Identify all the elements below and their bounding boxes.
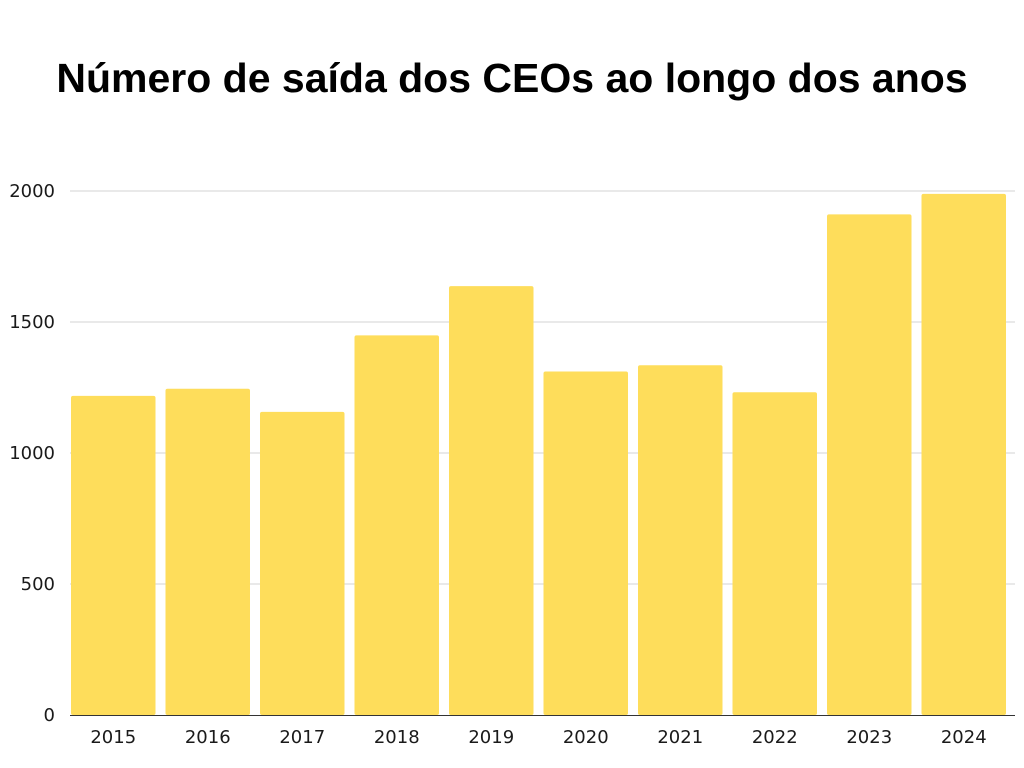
- bar-2015: [71, 395, 156, 715]
- bars: [71, 193, 1006, 715]
- bar-2018: [354, 335, 439, 715]
- x-tick-label: 2022: [752, 727, 798, 748]
- x-tick-label: 2020: [563, 727, 609, 748]
- x-tick-label: 2018: [374, 727, 420, 748]
- y-tick-label: 500: [21, 574, 55, 595]
- x-tick-label: 2024: [941, 727, 987, 748]
- tick-labels: 0 500 1000 1500 2000 2015 2016 2017 2018 2019 2020…: [9, 181, 986, 748]
- y-tick-label: 0: [44, 705, 55, 726]
- x-tick-label: 2017: [279, 727, 325, 748]
- bar-2024: [921, 193, 1006, 715]
- y-tick-label: 1500: [9, 312, 55, 333]
- x-tick-label: 2016: [185, 727, 231, 748]
- bar-2016: [165, 388, 250, 715]
- x-tick-label: 2021: [657, 727, 703, 748]
- y-tick-label: 2000: [9, 181, 55, 202]
- bar-2023: [827, 214, 912, 715]
- bar-2022: [732, 392, 817, 715]
- x-tick-label: 2015: [90, 727, 136, 748]
- bar-2017: [260, 411, 345, 715]
- y-tick-label: 1000: [9, 443, 55, 464]
- x-tick-label: 2023: [846, 727, 892, 748]
- bar-2021: [638, 365, 723, 715]
- chart-title: Número de saída dos CEOs ao longo dos an…: [56, 55, 968, 101]
- bar-2019: [449, 286, 534, 715]
- bar-2020: [543, 371, 628, 715]
- x-tick-label: 2019: [468, 727, 514, 748]
